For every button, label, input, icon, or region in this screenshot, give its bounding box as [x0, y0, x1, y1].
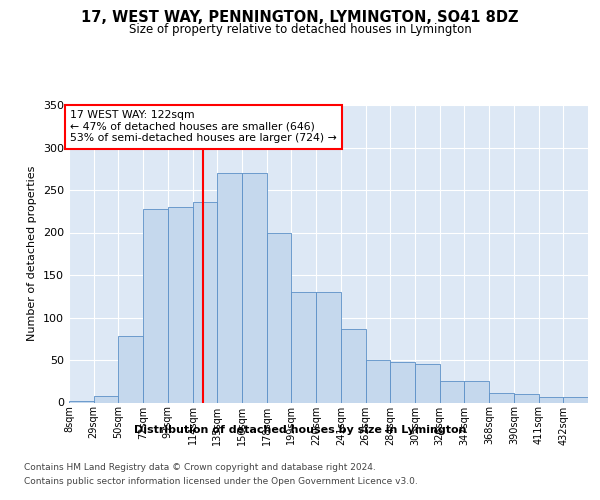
- Bar: [415, 364, 440, 403]
- Bar: [316, 292, 341, 403]
- Bar: [563, 398, 588, 402]
- Bar: [143, 208, 168, 402]
- Bar: [489, 393, 514, 402]
- Bar: [390, 362, 415, 403]
- Text: 17 WEST WAY: 122sqm
← 47% of detached houses are smaller (646)
53% of semi-detac: 17 WEST WAY: 122sqm ← 47% of detached ho…: [70, 110, 337, 144]
- Bar: [94, 396, 118, 402]
- Bar: [440, 381, 464, 402]
- Bar: [118, 336, 143, 402]
- Text: Size of property relative to detached houses in Lymington: Size of property relative to detached ho…: [128, 22, 472, 36]
- Y-axis label: Number of detached properties: Number of detached properties: [28, 166, 37, 342]
- Bar: [365, 360, 390, 403]
- Bar: [539, 396, 563, 402]
- Bar: [168, 207, 193, 402]
- Bar: [292, 292, 316, 403]
- Bar: [242, 173, 267, 402]
- Text: 17, WEST WAY, PENNINGTON, LYMINGTON, SO41 8DZ: 17, WEST WAY, PENNINGTON, LYMINGTON, SO4…: [81, 10, 519, 25]
- Bar: [217, 173, 242, 402]
- Text: Distribution of detached houses by size in Lymington: Distribution of detached houses by size …: [134, 425, 466, 435]
- Bar: [341, 328, 365, 402]
- Bar: [464, 381, 489, 402]
- Bar: [193, 202, 217, 402]
- Text: Contains public sector information licensed under the Open Government Licence v3: Contains public sector information licen…: [24, 478, 418, 486]
- Bar: [267, 232, 292, 402]
- Bar: [514, 394, 539, 402]
- Text: Contains HM Land Registry data © Crown copyright and database right 2024.: Contains HM Land Registry data © Crown c…: [24, 462, 376, 471]
- Bar: [69, 401, 94, 402]
